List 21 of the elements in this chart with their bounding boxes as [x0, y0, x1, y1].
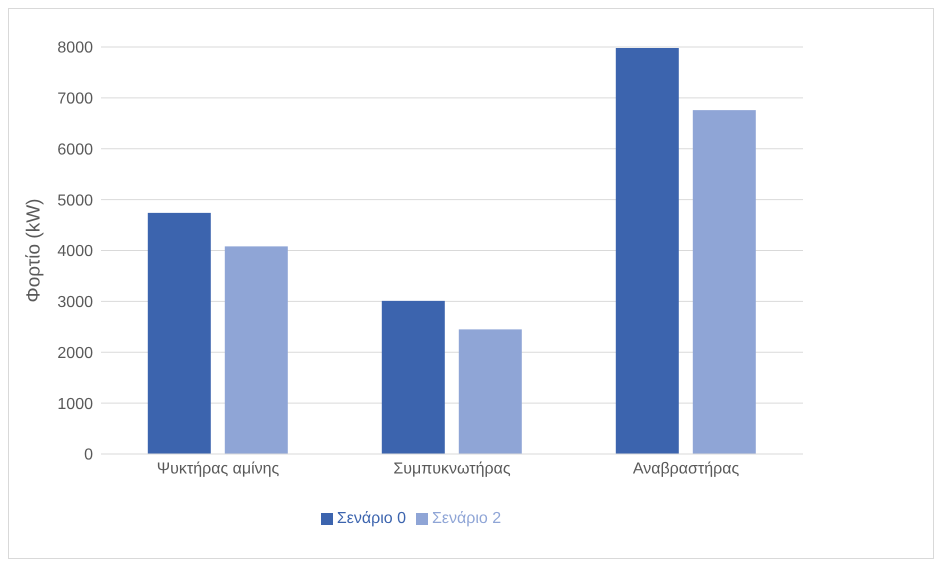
y-tick-label: 0 [84, 446, 94, 464]
y-tick-label: 7000 [57, 90, 94, 108]
x-tick-label: Αναβραστήρας [632, 460, 740, 478]
bar [382, 300, 445, 454]
y-axis-title: Φορτίο (kW) [24, 198, 45, 302]
bar [458, 329, 522, 454]
y-tick-label: 5000 [57, 192, 94, 210]
y-tick-label: 6000 [57, 141, 94, 158]
y-tick-label: 4000 [57, 243, 94, 260]
legend-label: Σενάριο 0 [336, 510, 406, 527]
bar [692, 110, 756, 454]
bar [224, 246, 288, 454]
legend-label: Σενάριο 2 [432, 510, 502, 527]
y-tick-label: 8000 [57, 40, 94, 57]
x-tick-label: Συμπυκνωτήρας [393, 460, 511, 478]
x-tick-label: Ψυκτήρας αμίνης [156, 460, 280, 478]
y-tick-label: 2000 [57, 344, 94, 362]
y-tick-label: 1000 [57, 396, 94, 413]
bar [616, 48, 679, 454]
bar [148, 212, 211, 454]
y-tick-label: 3000 [57, 294, 94, 312]
